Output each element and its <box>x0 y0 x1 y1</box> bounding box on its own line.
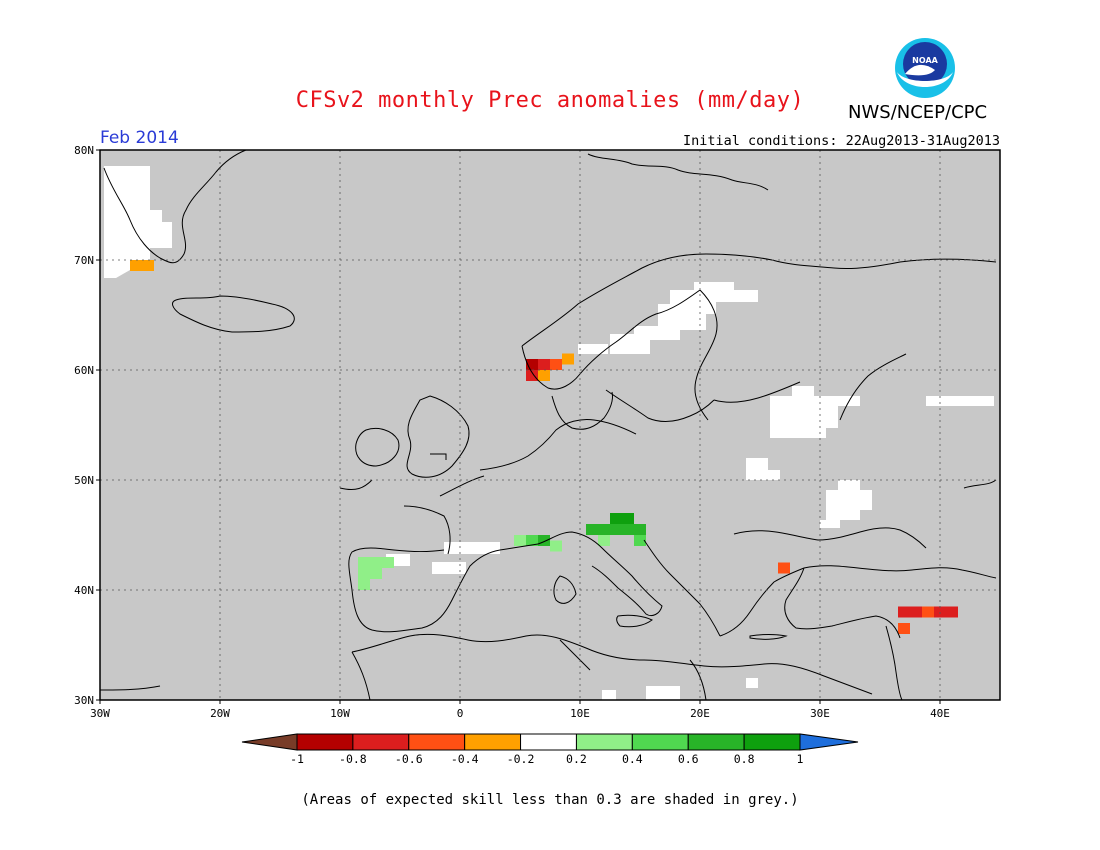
lat-tick-label: 30N <box>74 694 94 707</box>
colorbar-bin <box>352 733 410 751</box>
colorbar-label: 0.2 <box>566 752 587 766</box>
colorbar-label: 1 <box>797 752 804 766</box>
lon-tick-label: 20E <box>690 707 710 720</box>
anomaly-cell <box>382 557 394 568</box>
anomaly-cell <box>586 524 598 535</box>
lat-tick-label: 80N <box>74 144 94 157</box>
initial-conditions-label: Initial conditions: 22Aug2013-31Aug2013 <box>683 133 1000 149</box>
anomaly-cell <box>550 540 562 552</box>
colorbar-bin <box>408 733 466 751</box>
anomaly-cell <box>358 557 370 568</box>
anomaly-cell <box>514 535 526 546</box>
anomaly-cell <box>598 535 610 546</box>
anomaly-cell <box>550 359 562 370</box>
lon-tick-label: 30W <box>90 707 110 720</box>
footnote: (Areas of expected skill less than 0.3 a… <box>301 792 799 808</box>
colorbar-bin <box>687 733 745 751</box>
lon-tick-label: 40E <box>930 707 950 720</box>
colorbar-bin <box>575 733 633 751</box>
colorbar-label: -0.6 <box>395 752 423 766</box>
lat-tick-label: 40N <box>74 584 94 597</box>
anomaly-cell <box>562 353 574 365</box>
anomaly-cell <box>370 557 382 568</box>
colorbar-label: -0.8 <box>339 752 367 766</box>
lon-tick-label: 10E <box>570 707 590 720</box>
valid-month-label: Feb 2014 <box>100 128 179 148</box>
lat-tick-label: 70N <box>74 254 94 267</box>
near-zero-areas <box>104 166 994 700</box>
anomaly-cell <box>610 513 622 524</box>
axis-ticks: 30W 20W 10W 0 10E 20E 30E 40E 30N 40N 50N 60N 70N 80N <box>74 144 950 720</box>
colorbar-label: 0.6 <box>678 752 699 766</box>
map-background <box>100 150 1000 700</box>
colorbar-bin <box>464 733 522 751</box>
anomaly-cell <box>526 535 538 546</box>
colorbar-bin <box>520 733 577 751</box>
anomaly-cell <box>142 260 154 271</box>
colorbar-low-arrow <box>241 733 298 751</box>
lat-tick-label: 60N <box>74 364 94 377</box>
lat-tick-label: 50N <box>74 474 94 487</box>
anomaly-cell <box>526 370 538 381</box>
colorbar-label: -0.4 <box>451 752 479 766</box>
anomaly-cell <box>910 606 922 618</box>
anomaly-cell <box>634 535 646 546</box>
anomaly-cell <box>622 513 634 524</box>
lon-tick-label: 20W <box>210 707 230 720</box>
anomaly-cell <box>922 606 934 618</box>
anomaly-cell <box>898 606 910 618</box>
colorbar-high-arrow <box>799 733 859 751</box>
anomaly-cell <box>370 568 382 579</box>
coastlines <box>99 149 997 701</box>
map-frame <box>99 149 1001 701</box>
noaa-logo-icon: NOAA <box>895 38 955 98</box>
lon-tick-label: 30E <box>810 707 830 720</box>
anomaly-cell <box>946 606 958 618</box>
colorbar-label: 0.4 <box>622 752 643 766</box>
colorbar-label: -0.2 <box>507 752 535 766</box>
map-title: CFSv2 monthly Prec anomalies (mm/day) <box>295 88 805 113</box>
lon-tick-label: 10W <box>330 707 350 720</box>
anomaly-cell <box>898 623 910 634</box>
colorbar-label: -1 <box>290 752 304 766</box>
colorbar-bin <box>743 733 801 751</box>
colorbar: -1 -0.8 -0.6 -0.4 -0.2 0.2 0.4 0.6 0.8 1 <box>241 733 859 766</box>
anomaly-cell <box>610 524 622 535</box>
anomaly-cell <box>358 568 370 579</box>
agency-label: NWS/NCEP/CPC <box>848 102 988 123</box>
colorbar-label: 0.8 <box>734 752 755 766</box>
anomaly-cell <box>538 359 550 370</box>
lon-tick-label: 0 <box>457 707 464 720</box>
anomaly-cell <box>526 359 538 370</box>
anomaly-cell <box>358 579 370 590</box>
noaa-logo-text: NOAA <box>912 56 938 65</box>
anomaly-cells <box>130 260 958 634</box>
anomaly-cell <box>778 562 790 574</box>
anomaly-cell <box>130 260 142 271</box>
anomaly-cell <box>622 524 634 535</box>
anomaly-cell <box>598 524 610 535</box>
anomaly-cell <box>538 370 550 381</box>
colorbar-bin <box>631 733 689 751</box>
colorbar-bin <box>296 733 354 751</box>
graticule <box>100 150 1000 700</box>
anomaly-cell <box>538 535 550 546</box>
anomaly-cell <box>634 524 646 535</box>
